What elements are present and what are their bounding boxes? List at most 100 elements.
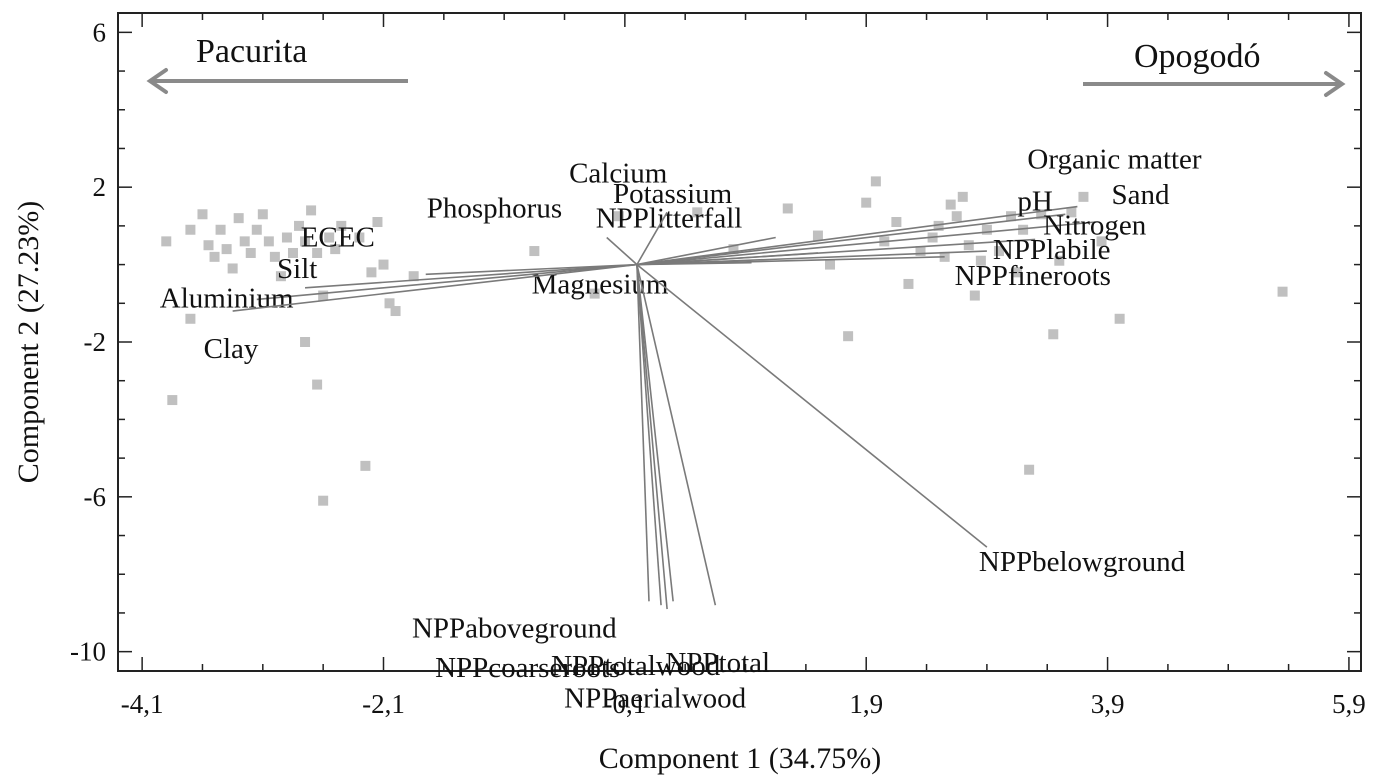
loading-vector: [636, 211, 668, 265]
data-point: [300, 337, 311, 347]
data-point: [993, 246, 1004, 257]
data-point: [318, 495, 329, 506]
data-point: [861, 197, 872, 208]
y-tick-label: -2: [84, 327, 107, 357]
data-point: [969, 290, 980, 301]
vector-label: Aluminium: [160, 282, 294, 314]
vector-label: NPPlitterfall: [596, 202, 743, 234]
loading-vector: [256, 263, 637, 301]
data-point: [318, 290, 329, 301]
vector-label: Potassium: [613, 178, 733, 210]
data-point: [372, 217, 383, 228]
data-point: [812, 230, 823, 241]
data-point: [529, 246, 540, 257]
vector-label: NPPfineroots: [955, 260, 1111, 292]
data-point: [354, 232, 365, 243]
y-tick-label: 2: [93, 172, 107, 202]
vector-label: Calcium: [569, 157, 668, 189]
vector-label: NPPtotalwood: [551, 650, 721, 682]
data-point: [330, 244, 341, 255]
x-tick-label: 3,9: [1091, 689, 1125, 719]
data-point: [728, 244, 739, 255]
loading-vector: [636, 264, 674, 602]
data-point: [281, 232, 292, 243]
data-point: [306, 205, 317, 216]
data-point: [1018, 224, 1029, 235]
loading-vector: [636, 205, 1078, 266]
loading-vector: [636, 263, 988, 548]
x-axis-title: Component 1 (34.75%): [599, 742, 881, 775]
data-point: [957, 191, 968, 202]
data-point: [613, 211, 624, 222]
loading-vector: [636, 213, 1066, 266]
data-point: [312, 247, 323, 258]
data-point: [1006, 211, 1017, 222]
vector-label: ECEC: [301, 221, 375, 253]
loading-vector: [636, 264, 717, 606]
data-point: [1036, 209, 1047, 220]
vector-label: pH: [1017, 185, 1053, 217]
group-label: Pacurita: [196, 33, 307, 70]
data-point: [161, 236, 172, 247]
vector-label: NPPlabile: [993, 234, 1111, 266]
loading-vector: [636, 264, 668, 610]
vector-label: NPPaboveground: [412, 612, 617, 644]
data-point: [312, 379, 323, 390]
vector-label: Organic matter: [1027, 144, 1202, 176]
data-point: [915, 246, 926, 257]
data-point: [408, 271, 419, 282]
y-tick-label: -10: [70, 637, 106, 667]
data-point: [825, 259, 836, 270]
data-point: [263, 236, 274, 247]
data-point: [227, 263, 238, 274]
axis-ticks: 6 2 -2 -6 -10 -4,1 -2,1 -0,1 1,9 3,9 5,9: [70, 13, 1366, 719]
group-arrows: Pacurita Opogodó: [146, 33, 1346, 97]
data-point: [870, 176, 881, 187]
data-point: [167, 395, 178, 406]
loading-vector: [304, 263, 637, 289]
data-point: [378, 259, 389, 270]
data-point: [215, 224, 226, 235]
y-tick-label: -6: [84, 482, 107, 512]
data-point: [209, 251, 220, 262]
data-point: [903, 278, 914, 289]
data-point: [589, 288, 600, 299]
data-point: [233, 213, 244, 224]
data-point: [843, 331, 854, 342]
vector-label: Silt: [277, 253, 317, 285]
data-point: [287, 247, 298, 258]
data-point: [1012, 267, 1023, 278]
data-point: [185, 313, 196, 324]
vector-label: NPPcoarseroots: [435, 652, 620, 684]
data-point: [945, 199, 956, 210]
data-point: [975, 255, 986, 266]
data-point: [185, 224, 196, 235]
vector-label: Phosphorus: [427, 192, 562, 224]
x-tick-label: -4,1: [121, 689, 164, 719]
data-point: [933, 220, 944, 231]
vector-label: Clay: [204, 333, 259, 365]
data-point: [1054, 255, 1065, 266]
data-point: [251, 224, 262, 235]
loading-vector: [636, 236, 776, 266]
data-point: [336, 220, 347, 231]
data-point: [294, 220, 305, 231]
vector-label: NPPbelowground: [979, 546, 1186, 578]
data-point: [257, 209, 268, 220]
data-point: [203, 240, 214, 251]
data-point: [197, 209, 208, 220]
data-point: [1277, 286, 1288, 297]
y-axis-title: Component 2 (27.23%): [12, 201, 45, 483]
scatter-points: [161, 176, 1288, 506]
data-point: [981, 224, 992, 235]
loading-vector: [232, 263, 638, 312]
data-point: [1078, 191, 1089, 202]
x-tick-label: 5,9: [1332, 689, 1366, 719]
loading-vector: [606, 236, 638, 266]
loading-vector: [636, 264, 662, 606]
loading-vector: [636, 264, 650, 602]
vector-label: Sand: [1112, 179, 1171, 211]
group-arrow-head: [1324, 71, 1346, 97]
